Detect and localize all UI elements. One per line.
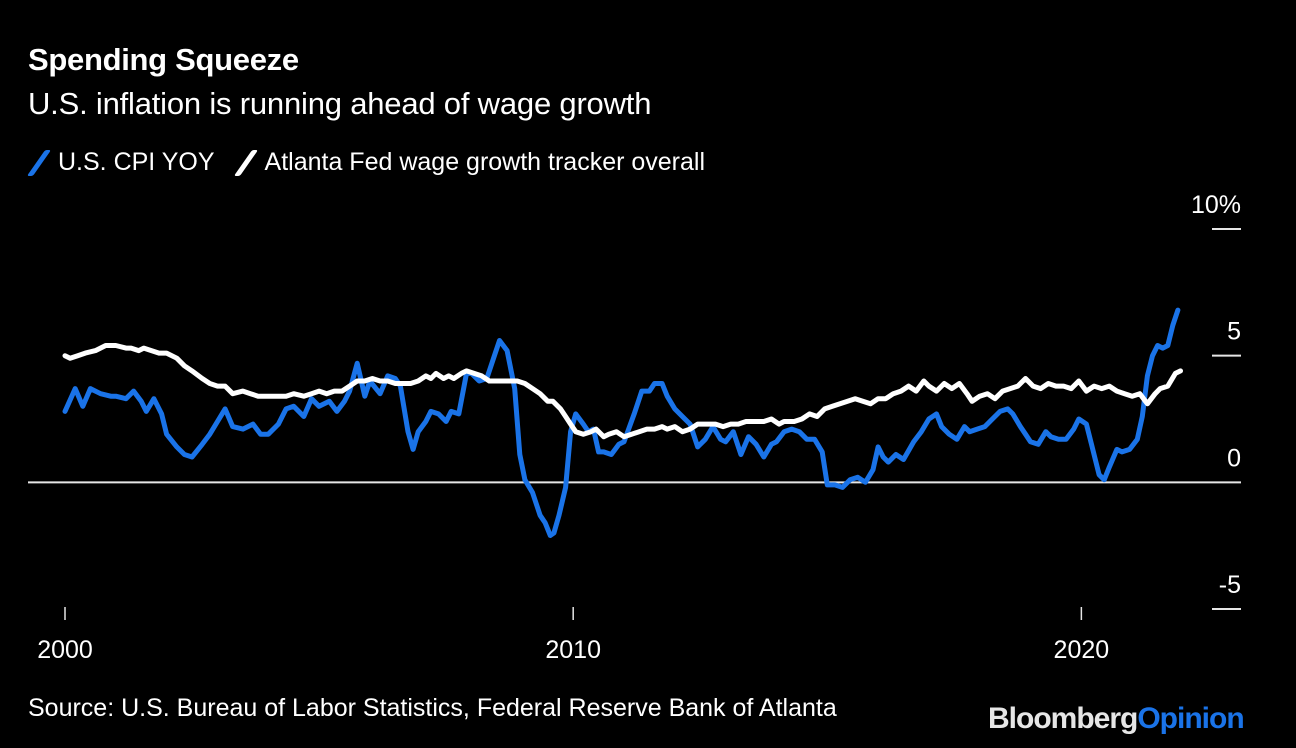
x-tick-label: 2010: [545, 636, 601, 664]
y-tick-label: -5: [1219, 571, 1241, 599]
source-note: Source: U.S. Bureau of Labor Statistics,…: [28, 694, 837, 722]
series-line-cpi: [62, 307, 1181, 538]
series-line-wage: [62, 343, 1183, 440]
legend-label-wage: Atlanta Fed wage growth tracker overall: [264, 148, 706, 176]
legend-item-cpi: U.S. CPI YOY: [26, 148, 215, 177]
y-tick-label: 10%: [1191, 191, 1241, 219]
bloomberg-opinion-logo: BloombergOpinion: [988, 702, 1245, 736]
logo-bloomberg: Bloomberg: [988, 702, 1138, 735]
x-axis: 2000 2010 2020: [37, 607, 1109, 664]
y-tick-label: 0: [1227, 444, 1241, 472]
y-axis: 10% 5 0 -5: [1191, 191, 1241, 610]
chart-title: Spending Squeeze: [28, 42, 299, 77]
legend-item-wage: Atlanta Fed wage growth tracker overall: [233, 148, 706, 177]
y-tick-label: 5: [1227, 318, 1241, 346]
x-tick-label: 2020: [1054, 636, 1110, 664]
legend-label-cpi: U.S. CPI YOY: [58, 148, 215, 176]
legend: U.S. CPI YOY Atlanta Fed wage growth tra…: [26, 148, 727, 177]
logo-opinion: Opinion: [1137, 702, 1244, 735]
series-group: [62, 307, 1183, 538]
x-tick-label: 2000: [37, 636, 93, 664]
chart-subtitle: U.S. inflation is running ahead of wage …: [28, 86, 652, 121]
